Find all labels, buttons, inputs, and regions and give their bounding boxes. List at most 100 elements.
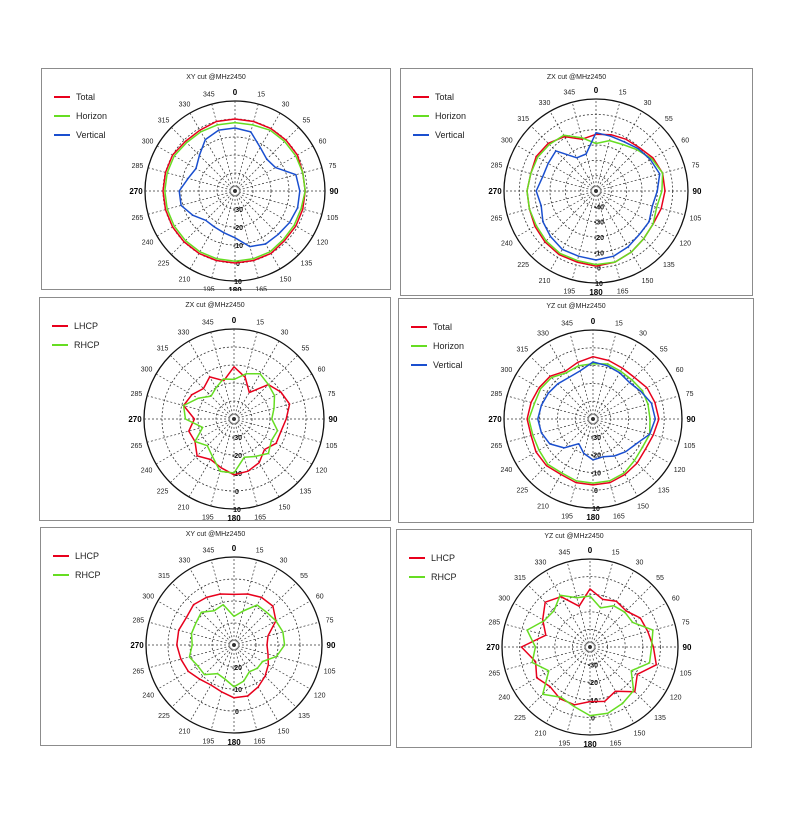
grid-spoke bbox=[233, 418, 280, 498]
angle-tick-label: 285 bbox=[132, 163, 144, 170]
grid-spoke bbox=[233, 644, 320, 669]
grid-spoke bbox=[589, 646, 614, 733]
grid-spoke bbox=[592, 355, 657, 420]
legend-item: Horizon bbox=[54, 106, 107, 125]
series-trace-vertical bbox=[537, 361, 657, 461]
radial-tick-label: 10 bbox=[595, 281, 603, 288]
grid-ring bbox=[521, 347, 665, 491]
grid-spoke bbox=[529, 355, 594, 420]
chart-title: XY cut @MHz2450 bbox=[186, 74, 246, 81]
grid-spoke bbox=[211, 103, 236, 192]
angle-tick-label: 90 bbox=[327, 641, 336, 650]
angle-tick-label: 135 bbox=[300, 488, 312, 495]
angle-tick-label: 165 bbox=[613, 514, 625, 521]
polar-chart-yz-circular: YZ cut @MHz2450 LHCP RHCP 0 15 30 55 60 75 90 1… bbox=[396, 529, 752, 749]
grid-spoke bbox=[548, 341, 594, 420]
angle-tick-label: 270 bbox=[130, 641, 144, 650]
angle-tick-label: 75 bbox=[329, 163, 337, 170]
radial-tick-label: -30 bbox=[588, 663, 598, 670]
angle-tick-label: 30 bbox=[280, 557, 288, 564]
angle-tick-label: 60 bbox=[319, 139, 327, 146]
grid-spoke bbox=[188, 340, 235, 420]
angle-tick-label: 315 bbox=[517, 116, 529, 123]
grid-spoke bbox=[171, 190, 236, 255]
angle-tick-label: 75 bbox=[686, 391, 694, 398]
radial-tick-label: 10 bbox=[233, 507, 241, 514]
grid-spoke bbox=[155, 373, 235, 420]
angle-tick-label: 55 bbox=[665, 116, 673, 123]
angle-tick-label: 195 bbox=[559, 741, 571, 748]
radial-tick-label: 10 bbox=[234, 279, 242, 286]
angle-tick-label: 180 bbox=[228, 286, 242, 291]
angle-tick-label: 120 bbox=[679, 241, 691, 248]
legend-label: Total bbox=[435, 91, 455, 102]
polar-plot: 0 15 30 55 60 75 90 105 120 135 150 165 180 195 210 225… bbox=[488, 86, 702, 297]
grid-spoke bbox=[234, 112, 281, 192]
polar-chart-yz-total: YZ cut @MHz2450 Total Horizon Vertical 0… bbox=[398, 298, 754, 523]
grid-spoke bbox=[595, 144, 676, 192]
angle-tick-label: 240 bbox=[142, 693, 154, 700]
polar-chart-xy-circular: XY cut @MHz2450 LHCP RHCP 0 15 30 55 60 75 90 1… bbox=[40, 527, 391, 747]
grid-spoke bbox=[234, 190, 314, 237]
angle-tick-label: 135 bbox=[301, 260, 313, 267]
chart-title: YZ cut @MHz2450 bbox=[544, 533, 604, 540]
grid-spoke bbox=[504, 623, 591, 648]
angle-tick-label: 240 bbox=[498, 695, 510, 702]
grid-spoke bbox=[515, 418, 594, 464]
grid-spoke bbox=[516, 190, 597, 238]
grid-spoke bbox=[569, 332, 594, 420]
angle-tick-label: 150 bbox=[279, 504, 291, 511]
legend-item: Total bbox=[54, 87, 107, 106]
grid-spoke bbox=[569, 418, 594, 506]
series-trace-rhcp bbox=[188, 603, 286, 688]
grid-spoke bbox=[146, 395, 235, 420]
legend-label: LHCP bbox=[75, 550, 100, 561]
grid-spoke bbox=[592, 395, 680, 420]
radial-tick-label: -10 bbox=[591, 470, 601, 477]
grid-spoke bbox=[506, 418, 594, 443]
angle-tick-label: 240 bbox=[501, 467, 513, 474]
legend-label: Horizon bbox=[433, 340, 465, 351]
grid-spoke bbox=[147, 167, 236, 192]
grid-spoke bbox=[595, 111, 643, 192]
outer-ring bbox=[503, 98, 689, 284]
legend-item: LHCP bbox=[52, 316, 100, 335]
polar-chart-zx-circular: ZX cut @MHz2450 LHCP RHCP 0 15 30 55 60 75 90 1… bbox=[39, 297, 391, 522]
angle-tick-label: 60 bbox=[672, 596, 680, 603]
legend-item: LHCP bbox=[409, 548, 457, 567]
angle-tick-label: 150 bbox=[634, 731, 646, 738]
angle-tick-label: 0 bbox=[588, 546, 593, 555]
legend-item: Vertical bbox=[411, 355, 464, 374]
grid-spoke bbox=[592, 418, 680, 443]
angle-tick-label: 265 bbox=[491, 443, 503, 450]
series-trace-lhcp bbox=[182, 366, 291, 476]
angle-tick-label: 240 bbox=[141, 468, 153, 475]
angle-tick-label: 90 bbox=[687, 415, 696, 424]
angle-tick-label: 90 bbox=[683, 643, 692, 652]
angle-tick-label: 330 bbox=[539, 100, 551, 107]
series-trace-total bbox=[526, 133, 666, 267]
grid-spoke bbox=[234, 190, 323, 215]
angle-tick-label: 225 bbox=[517, 262, 529, 269]
legend-item: RHCP bbox=[52, 335, 100, 354]
angle-tick-label: 150 bbox=[642, 278, 654, 285]
series-trace-horizon bbox=[528, 363, 651, 484]
polar-plot: 0 15 30 55 60 75 90 105 120 135 150 165 180 195 210 225… bbox=[130, 544, 336, 747]
angle-tick-label: 270 bbox=[488, 187, 502, 196]
grid-spoke bbox=[188, 418, 235, 498]
grid-spoke bbox=[589, 646, 653, 710]
grid-spoke bbox=[595, 190, 676, 238]
legend-label: Vertical bbox=[433, 359, 463, 370]
grid-spoke bbox=[233, 418, 258, 507]
angle-tick-label: 210 bbox=[535, 731, 547, 738]
angle-tick-label: 210 bbox=[178, 504, 190, 511]
angle-tick-label: 345 bbox=[202, 319, 214, 326]
angle-tick-label: 265 bbox=[133, 669, 145, 676]
grid-spoke bbox=[506, 395, 594, 420]
angle-tick-label: 120 bbox=[317, 240, 329, 247]
angle-tick-label: 210 bbox=[179, 729, 191, 736]
grid-spoke bbox=[147, 190, 236, 215]
legend-label: Total bbox=[76, 91, 96, 102]
polar-chart-zx-total: ZX cut @MHz2450 Total Horizon Vertical 0… bbox=[400, 68, 753, 297]
angle-tick-label: 180 bbox=[589, 288, 603, 297]
